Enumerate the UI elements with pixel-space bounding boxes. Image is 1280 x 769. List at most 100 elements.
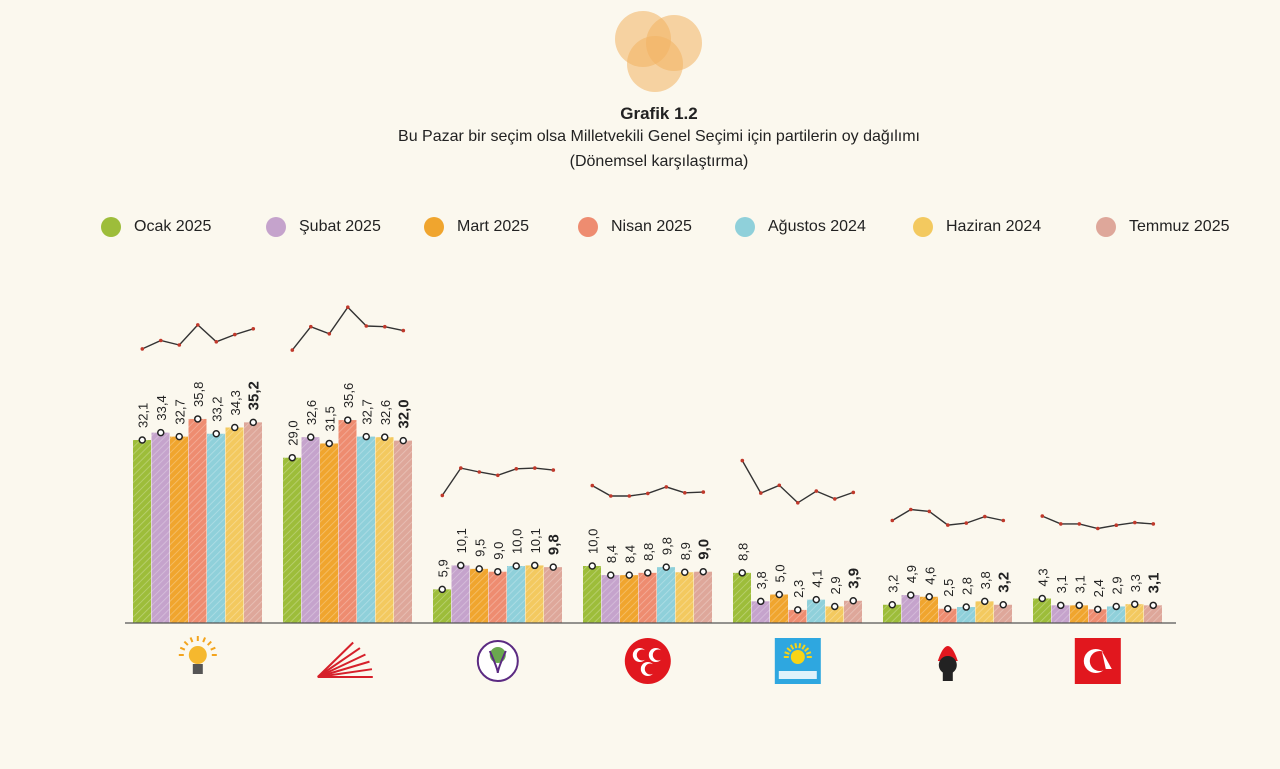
bar bbox=[207, 433, 225, 623]
bar-marker bbox=[325, 439, 333, 448]
bar bbox=[807, 599, 825, 623]
value-label: 9,0 bbox=[695, 539, 712, 560]
bar bbox=[583, 566, 601, 623]
bar-marker bbox=[981, 597, 989, 606]
bar bbox=[788, 609, 807, 623]
legend-swatch bbox=[101, 217, 121, 237]
value-label-group: 4,3 3,1 3,1 2,4 2,9 3,3 3,1 bbox=[1035, 568, 1162, 597]
legend-item-7: Temmuz 2025 bbox=[1096, 216, 1230, 238]
bar-marker bbox=[812, 595, 820, 604]
bar bbox=[1088, 609, 1107, 623]
bar-group bbox=[283, 416, 412, 623]
legend-item-4: Nisan 2025 bbox=[578, 216, 692, 238]
bar-marker bbox=[1057, 601, 1065, 610]
value-label: 8,4 bbox=[604, 545, 619, 563]
ak-parti-logo-icon bbox=[178, 636, 217, 674]
trend-point bbox=[159, 338, 163, 343]
bar-marker bbox=[775, 590, 783, 599]
bar bbox=[1051, 605, 1070, 623]
trend-point bbox=[833, 497, 837, 501]
value-label: 4,3 bbox=[1035, 568, 1050, 586]
bar bbox=[1033, 598, 1051, 623]
trend-point bbox=[1001, 518, 1006, 523]
trend-line bbox=[741, 460, 854, 504]
chart-subtitle-period: (Dönemsel karşılaştırma) bbox=[569, 153, 749, 170]
value-label: 32,0 bbox=[395, 399, 412, 428]
yeniden-refah-logo-icon bbox=[1074, 638, 1121, 684]
bar-marker bbox=[531, 561, 539, 570]
trend-line bbox=[142, 323, 254, 350]
bar-marker bbox=[344, 416, 352, 424]
bar bbox=[525, 565, 544, 623]
trend-point bbox=[1059, 522, 1063, 526]
value-label: 3,1 bbox=[1145, 572, 1162, 593]
value-label: 8,9 bbox=[678, 542, 693, 560]
value-label: 34,3 bbox=[228, 390, 243, 415]
bar-marker bbox=[494, 567, 502, 576]
legend-swatch bbox=[266, 217, 286, 237]
bar-marker bbox=[231, 423, 239, 432]
bar bbox=[1107, 606, 1125, 623]
trend-point bbox=[946, 523, 950, 527]
trend-point bbox=[309, 324, 313, 329]
value-label: 10,0 bbox=[585, 529, 600, 554]
value-label: 2,5 bbox=[941, 579, 956, 597]
bar bbox=[544, 567, 562, 623]
trend-point bbox=[1151, 522, 1156, 526]
value-label: 9,5 bbox=[472, 539, 487, 557]
bar-group bbox=[133, 415, 262, 623]
value-label-group: 29,032,6 31,535,632,7 32,6 32,0 bbox=[285, 383, 412, 446]
bar bbox=[675, 572, 694, 623]
bar bbox=[694, 571, 712, 623]
bar-marker bbox=[738, 569, 746, 577]
trend-point bbox=[551, 468, 556, 472]
bar bbox=[770, 594, 788, 623]
legend-label: Mart 2025 bbox=[457, 218, 530, 235]
value-label: 2,4 bbox=[1091, 579, 1106, 597]
bar-marker bbox=[699, 567, 707, 576]
trend-point bbox=[701, 490, 706, 494]
bar bbox=[994, 604, 1012, 623]
trend-point bbox=[983, 514, 987, 519]
value-label-group: 3,24,9 4,62,5 2,8 3,8 3,2 bbox=[885, 565, 1012, 597]
legend-swatch bbox=[735, 217, 755, 237]
value-label: 5,9 bbox=[435, 559, 450, 577]
bar-marker bbox=[549, 563, 557, 571]
trend-point bbox=[140, 347, 145, 351]
value-label-group: 8,8 3,8 5,0 2,34,1 2,9 3,9 bbox=[735, 543, 862, 598]
value-label: 4,1 bbox=[809, 570, 824, 588]
bar-marker bbox=[512, 562, 520, 570]
bar-marker bbox=[607, 571, 615, 579]
value-label: 31,5 bbox=[322, 406, 337, 431]
bar bbox=[188, 418, 207, 623]
value-label: 8,4 bbox=[622, 545, 637, 563]
legend-item-3: Mart 2025 bbox=[424, 216, 529, 238]
bar bbox=[751, 601, 770, 623]
trend-point bbox=[590, 483, 595, 488]
bar bbox=[488, 571, 507, 623]
bar-group bbox=[1033, 594, 1162, 623]
trend-point bbox=[964, 521, 969, 525]
trend-point bbox=[346, 305, 350, 310]
value-label: 2,9 bbox=[1109, 576, 1124, 594]
bar bbox=[620, 575, 638, 623]
bar bbox=[657, 567, 675, 623]
trend-point bbox=[533, 466, 537, 470]
legend-label: Haziran 2024 bbox=[946, 218, 1042, 235]
bar-group bbox=[883, 591, 1012, 623]
trend-point bbox=[196, 323, 200, 327]
bar bbox=[957, 607, 975, 623]
trend-point bbox=[364, 324, 369, 328]
value-label: 29,0 bbox=[285, 420, 300, 445]
value-label: 35,2 bbox=[245, 381, 262, 410]
trend-point bbox=[290, 348, 295, 352]
value-label: 10,1 bbox=[528, 528, 543, 553]
legend-item-5: Ağustos 2024 bbox=[735, 216, 866, 238]
value-label: 2,3 bbox=[791, 580, 806, 598]
bar-marker bbox=[362, 432, 370, 441]
value-label: 35,6 bbox=[341, 383, 356, 408]
value-label: 32,7 bbox=[359, 399, 374, 424]
value-label: 3,9 bbox=[845, 568, 862, 589]
value-label: 3,3 bbox=[1128, 574, 1143, 592]
